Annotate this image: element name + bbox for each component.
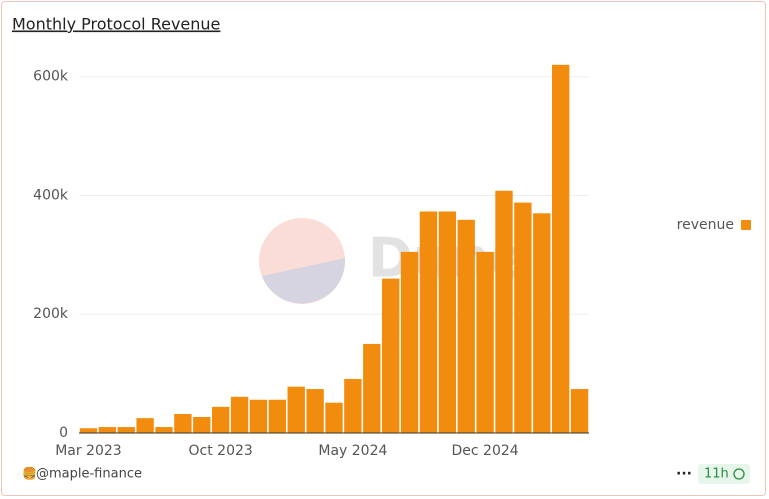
x-tick-label: Oct 2023 xyxy=(189,443,253,459)
bar xyxy=(287,386,305,433)
bar xyxy=(457,219,475,433)
legend-swatch xyxy=(741,220,751,230)
bar xyxy=(495,190,513,433)
y-tick-label: 400k xyxy=(33,187,69,203)
bar xyxy=(98,427,117,433)
bar xyxy=(230,396,249,433)
chart-title[interactable]: Monthly Protocol Revenue xyxy=(12,15,220,34)
bar xyxy=(476,251,494,433)
watermark-logo-part xyxy=(262,258,346,304)
x-tick-label: Mar 2023 xyxy=(55,443,122,459)
bar xyxy=(438,211,457,433)
y-tick-label: 0 xyxy=(59,425,68,441)
bar xyxy=(155,427,173,433)
check-icon xyxy=(733,468,745,480)
bar xyxy=(268,399,287,433)
more-menu[interactable]: ··· xyxy=(676,466,692,482)
bar xyxy=(551,64,570,434)
bar xyxy=(344,378,362,433)
bar xyxy=(79,428,98,433)
bar xyxy=(570,389,589,433)
bar xyxy=(533,213,551,433)
bar xyxy=(117,427,135,433)
author[interactable]: @maple-finance xyxy=(36,467,142,482)
legend-label: revenue xyxy=(677,217,734,233)
bar xyxy=(381,278,400,433)
bar xyxy=(400,251,419,433)
bar xyxy=(306,389,324,433)
bar xyxy=(325,402,343,433)
bar xyxy=(514,202,532,433)
bar xyxy=(174,413,192,433)
bar xyxy=(419,211,438,433)
age: 11h xyxy=(704,467,729,482)
y-tick-label: 200k xyxy=(33,306,69,322)
x-tick-label: May 2024 xyxy=(318,443,387,459)
avatar: 🍔 xyxy=(22,467,37,481)
bar xyxy=(193,416,211,433)
x-tick-label: Dec 2024 xyxy=(452,443,519,459)
bar xyxy=(363,343,381,433)
bar xyxy=(136,418,154,433)
bar xyxy=(211,406,230,433)
y-tick-label: 600k xyxy=(33,69,69,85)
bar xyxy=(249,399,268,433)
